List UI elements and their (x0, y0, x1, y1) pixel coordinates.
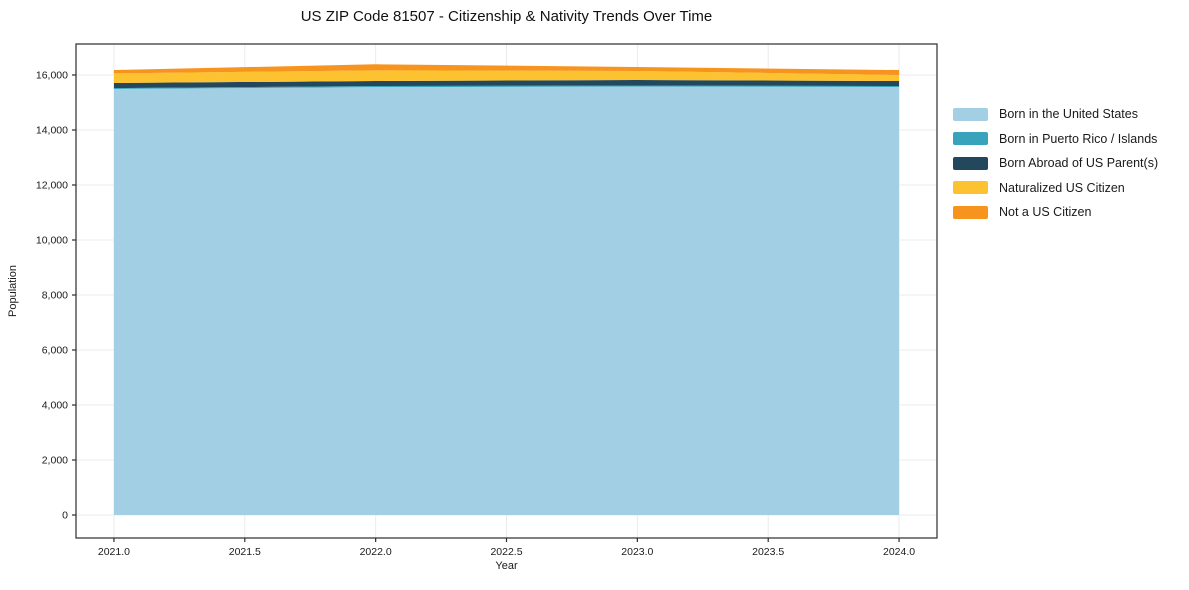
legend-swatch-icon (953, 132, 988, 145)
legend-label: Born in Puerto Rico / Islands (999, 131, 1158, 146)
area-series-not-a-us-citizen (113, 64, 900, 75)
area-series-born-in-the-united-states (113, 86, 900, 516)
x-tick-label: 2023.0 (621, 546, 653, 558)
chart-title: US ZIP Code 81507 - Citizenship & Nativi… (300, 8, 713, 25)
x-tick-label: 2022.5 (490, 546, 522, 558)
area-series-born-abroad-of-us-parent-s (113, 79, 900, 89)
x-tick-label: 2023.5 (752, 546, 784, 558)
y-tick-label: 16,000 (36, 69, 68, 81)
x-axis-label: Year (495, 560, 518, 572)
y-tick-label: 8,000 (42, 290, 68, 302)
legend-item: Born Abroad of US Parent(s) (953, 156, 1158, 170)
x-tick-label: 2021.5 (229, 546, 261, 558)
legend-swatch-icon (953, 205, 988, 219)
legend-swatch-icon (953, 156, 988, 170)
legend-item: Born in the United States (953, 107, 1158, 121)
area-series-naturalized-us-citizen (113, 70, 900, 83)
legend: Born in the United States Born in Puerto … (953, 107, 1158, 219)
x-tick-label: 2021.0 (98, 546, 130, 558)
legend-label: Born in the United States (999, 107, 1138, 121)
legend-item: Naturalized US Citizen (953, 181, 1158, 195)
legend-label: Not a US Citizen (999, 205, 1092, 219)
y-tick-label: 10,000 (36, 234, 68, 246)
y-tick-label: 0 (62, 510, 68, 522)
legend-label: Born Abroad of US Parent(s) (999, 156, 1159, 170)
legend-item: Not a US Citizen (953, 205, 1158, 219)
legend-swatch-icon (953, 107, 988, 121)
y-tick-label: 14,000 (36, 124, 68, 136)
y-tick-label: 4,000 (42, 400, 68, 412)
y-tick-label: 12,000 (36, 179, 68, 191)
area-series-born-in-puerto-rico-islands (113, 85, 900, 90)
legend-label: Naturalized US Citizen (999, 180, 1125, 195)
legend-item: Born in Puerto Rico / Islands (953, 132, 1158, 146)
y-tick-label: 2,000 (42, 455, 68, 467)
y-tick-label: 6,000 (42, 345, 68, 357)
x-tick-label: 2024.0 (883, 546, 915, 558)
legend-swatch-icon (953, 181, 988, 194)
x-tick-label: 2022.0 (360, 546, 392, 558)
